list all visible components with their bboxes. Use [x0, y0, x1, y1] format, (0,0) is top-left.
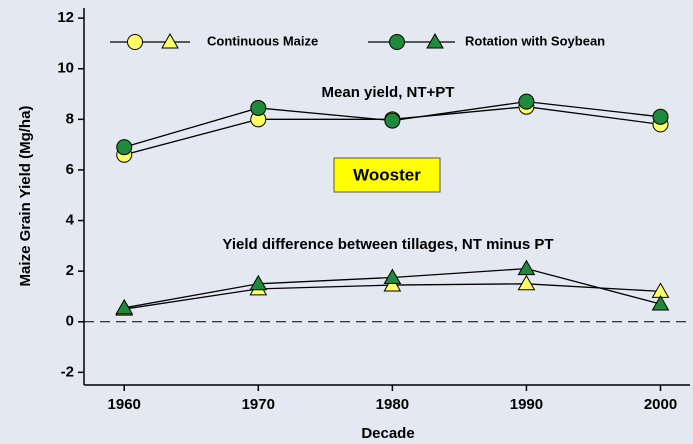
- legend-label: Rotation with Soybean: [465, 33, 605, 48]
- y-tick-label: 4: [66, 212, 75, 229]
- y-axis-title: Maize Grain Yield (Mg/ha): [17, 106, 34, 287]
- y-tick-label: -2: [61, 363, 74, 380]
- marker-triangle: [383, 276, 402, 292]
- x-tick-label: 1960: [108, 396, 141, 413]
- annotation: Wooster: [353, 165, 421, 184]
- x-axis-title: Decade: [361, 425, 414, 442]
- legend-marker: [127, 34, 143, 50]
- legend-marker: [389, 34, 405, 50]
- x-tick-label: 1990: [510, 396, 543, 413]
- y-tick-label: 6: [66, 161, 74, 178]
- location-box: [333, 157, 441, 193]
- x-tick-label: 1980: [376, 396, 409, 413]
- annotation: Mean yield, NT+PT: [322, 84, 455, 101]
- marker-triangle: [115, 298, 134, 315]
- marker-circle: [518, 93, 535, 110]
- marker-triangle: [383, 268, 402, 284]
- marker-circle: [384, 112, 401, 129]
- x-tick-label: 1970: [242, 396, 275, 413]
- legend-label: Continuous Maize: [207, 33, 318, 48]
- y-tick-label: 0: [66, 313, 74, 330]
- marker-triangle: [249, 274, 268, 291]
- marker-triangle: [517, 259, 536, 276]
- y-tick-label: 8: [66, 110, 74, 127]
- y-tick-label: 10: [57, 60, 74, 77]
- marker-circle: [116, 139, 133, 156]
- marker-circle: [652, 108, 669, 125]
- annotation: Yield difference between tillages, NT mi…: [222, 236, 553, 253]
- marker-triangle: [517, 274, 536, 291]
- legend-marker: [161, 32, 179, 49]
- legend-marker: [426, 32, 444, 49]
- x-tick-label: 2000: [644, 396, 677, 413]
- y-tick-label: 12: [57, 9, 74, 26]
- y-tick-label: 2: [66, 262, 74, 279]
- marker-triangle: [651, 295, 670, 311]
- marker-circle: [250, 99, 267, 116]
